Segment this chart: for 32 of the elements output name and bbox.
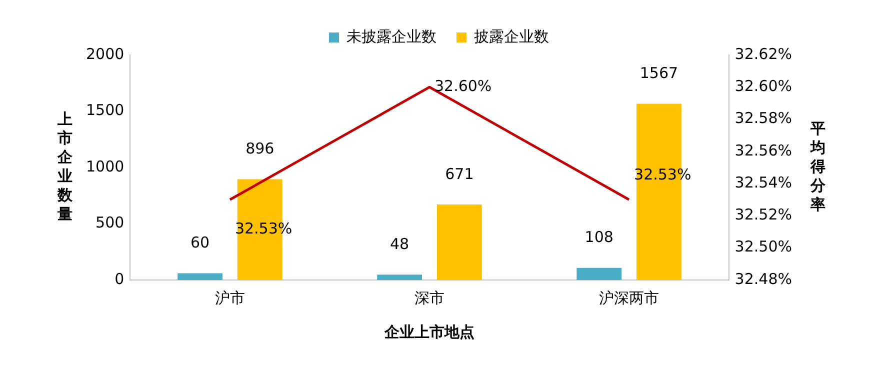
- data-label: 48: [390, 234, 410, 253]
- y2-axis-title: 平均得分率: [810, 119, 826, 214]
- x-tick-label: 深市: [414, 288, 444, 307]
- y2-tick-label: 32.48%: [734, 270, 792, 288]
- y2-tick-label: 32.54%: [734, 173, 792, 192]
- legend-label: 未披露企业数: [346, 27, 436, 46]
- bar: [178, 273, 222, 280]
- y2-tick-label: 32.52%: [734, 206, 792, 224]
- legend-label: 披露企业数: [474, 27, 549, 46]
- bar: [377, 274, 422, 280]
- x-tick-label: 沪市: [214, 288, 245, 307]
- bar: [576, 268, 622, 280]
- y2-tick-label: 32.58%: [734, 109, 792, 128]
- y2-tick-label: 32.62%: [734, 44, 792, 63]
- y-tick-label: 1000: [86, 157, 124, 176]
- y2-tick-label: 32.56%: [734, 141, 792, 160]
- data-label: 32.60%: [434, 77, 492, 96]
- x-tick-label: 沪深两市: [599, 288, 660, 307]
- data-label: 671: [445, 164, 474, 183]
- y2-tick-label: 32.50%: [734, 238, 792, 256]
- y-tick-label: 500: [96, 214, 124, 232]
- y-tick-label: 2000: [86, 44, 124, 63]
- y-axis-title: 上市企业数量: [56, 110, 74, 223]
- data-label: 108: [584, 228, 614, 246]
- data-label: 60: [190, 234, 210, 252]
- data-label: 896: [246, 140, 274, 158]
- y2-tick-label: 32.60%: [734, 77, 792, 96]
- bar: [436, 204, 482, 280]
- y-tick-label: 1500: [86, 101, 124, 120]
- data-label: 1567: [640, 64, 678, 82]
- x-axis-title: 企业上市地点: [383, 322, 474, 341]
- y-tick-label: 0: [114, 270, 124, 288]
